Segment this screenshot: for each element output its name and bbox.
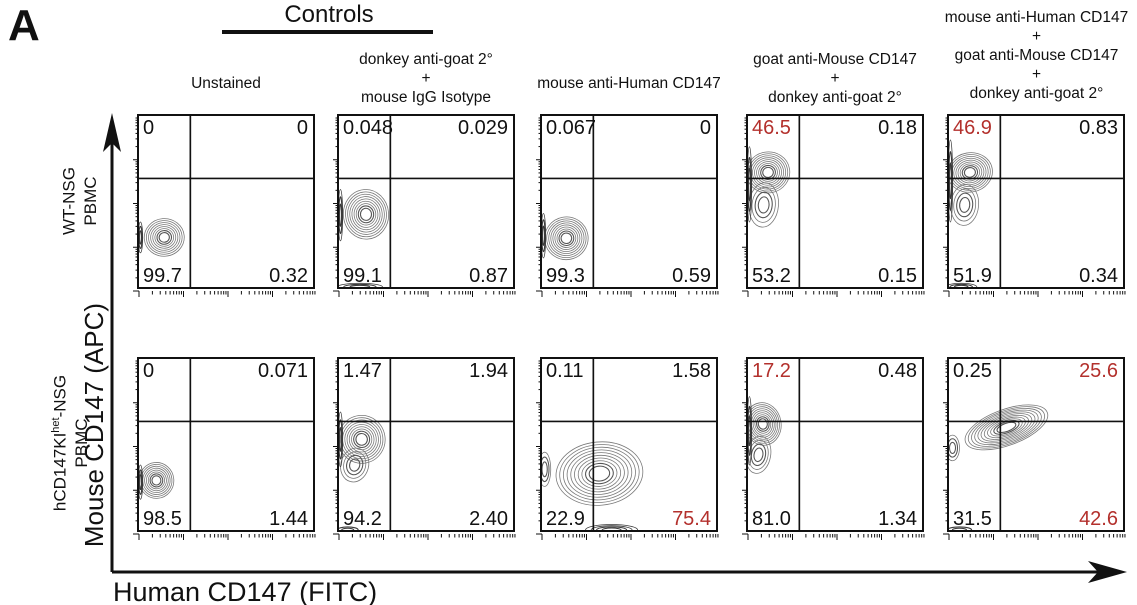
contour-canvas [339,359,513,530]
quadrant-percent-bl: 22.9 [546,508,585,530]
contour-canvas [949,359,1123,530]
flow-plot-r1c2: 0.048 0.029 99.1 0.87 [333,114,516,297]
y-axis-arrow [103,113,121,572]
quadrant-percent-br: 0.59 [672,265,711,287]
row-label-line2: PBMC [80,176,100,226]
flow-plot-r2c3: 0.11 1.58 22.9 75.4 [536,357,719,540]
contour-canvas [949,116,1123,287]
quadrant-percent-tr: 0.18 [878,117,917,139]
flow-plot-r1c1: 0 0 99.7 0.32 [133,114,316,297]
panel-label: A [8,1,40,50]
quadrant-percent-br: 75.4 [672,508,711,530]
quadrant-percent-bl: 31.5 [953,508,992,530]
quadrant-percent-tl: 0.11 [546,360,584,382]
quadrant-percent-bl: 81.0 [752,508,791,530]
flow-plot-r1c5: 46.9 0.83 51.9 0.34 [943,114,1126,297]
quadrant-percent-tr: 0.83 [1079,117,1118,139]
quadrant-percent-tr: 0 [296,117,308,139]
quadrant-percent-br: 2.40 [469,508,508,530]
column-header-anti-human-cd147: mouse anti-Human CD147 [537,75,721,92]
flow-plot-r2c2: 1.47 1.94 94.2 2.40 [333,357,516,540]
contour-canvas [748,359,922,530]
contour-canvas [542,359,716,530]
controls-group-header: Controls [284,1,374,28]
quadrant-percent-tl: 17.2 [752,360,791,382]
quadrant-percent-br: 0.32 [269,265,308,287]
column-header-secondary-isotype: donkey anti-goat 2° + mouse IgG Isotype [359,51,493,106]
quadrant-percent-tr: 0.071 [257,360,308,382]
quadrant-percent-bl: 99.1 [343,265,382,287]
column-header-unstained: Unstained [191,75,261,92]
quadrant-percent-tl: 0.048 [343,117,394,139]
x-axis-label: Human CD147 (FITC) [113,577,378,605]
quadrant-percent-br: 42.6 [1079,508,1118,530]
quadrant-percent-br: 0.87 [469,265,508,287]
controls-underline [222,30,433,34]
quadrant-percent-tl: 0 [143,117,155,139]
y-axis-label: Mouse CD147 (APC) [79,302,109,548]
quadrant-percent-tl: 0.067 [546,117,597,139]
flow-plot-r1c3: 0.067 0 99.3 0.59 [536,114,719,297]
quadrant-percent-bl: 99.7 [143,265,182,287]
quadrant-percent-br: 0.15 [878,265,917,287]
flow-plot-r2c4: 17.2 0.48 81.0 1.34 [742,357,925,540]
row-label-text: WT-NSG [59,167,79,235]
quadrant-percent-br: 0.34 [1079,265,1118,287]
row-label-superscript: het [50,417,62,433]
column-header-anti-mouse-cd147: goat anti-Mouse CD147 + donkey anti-goat… [753,51,917,106]
flow-plot-r2c5: 0.25 25.6 31.5 42.6 [943,357,1126,540]
quadrant-percent-bl: 53.2 [752,265,791,287]
quadrant-percent-bl: 94.2 [343,508,382,530]
column-header-combined-stain: mouse anti-Human CD147 + goat anti-Mouse… [944,9,1129,102]
quadrant-percent-tl: 1.47 [343,360,382,382]
x-axis-arrow [112,561,1127,583]
quadrant-percent-tl: 46.5 [752,117,791,139]
quadrant-percent-tr: 0 [699,117,711,139]
quadrant-percent-tr: 25.6 [1079,360,1118,382]
contour-canvas [139,359,313,530]
flow-plot-r2c1: 0 0.071 98.5 1.44 [133,357,316,540]
quadrant-percent-bl: 51.9 [953,265,992,287]
quadrant-percent-br: 1.34 [878,508,917,530]
quadrant-percent-tl: 0.25 [953,360,992,382]
quadrant-percent-tl: 46.9 [953,117,992,139]
quadrant-percent-tr: 0.029 [457,117,508,139]
contour-canvas [748,116,922,287]
row-label-text: hCD147KI [50,432,70,512]
quadrant-percent-tl: 0 [143,360,155,382]
quadrant-percent-br: 1.44 [269,508,308,530]
quadrant-percent-tr: 1.58 [672,360,711,382]
contour-canvas [339,116,513,287]
contour-canvas [139,116,313,287]
row-label-suffix: -NSG [50,374,70,418]
flow-plot-r1c4: 46.5 0.18 53.2 0.15 [742,114,925,297]
quadrant-percent-tr: 1.94 [469,360,508,382]
quadrant-percent-bl: 99.3 [546,265,585,287]
quadrant-percent-bl: 98.5 [143,508,182,530]
quadrant-percent-tr: 0.48 [878,360,917,382]
contour-canvas [542,116,716,287]
